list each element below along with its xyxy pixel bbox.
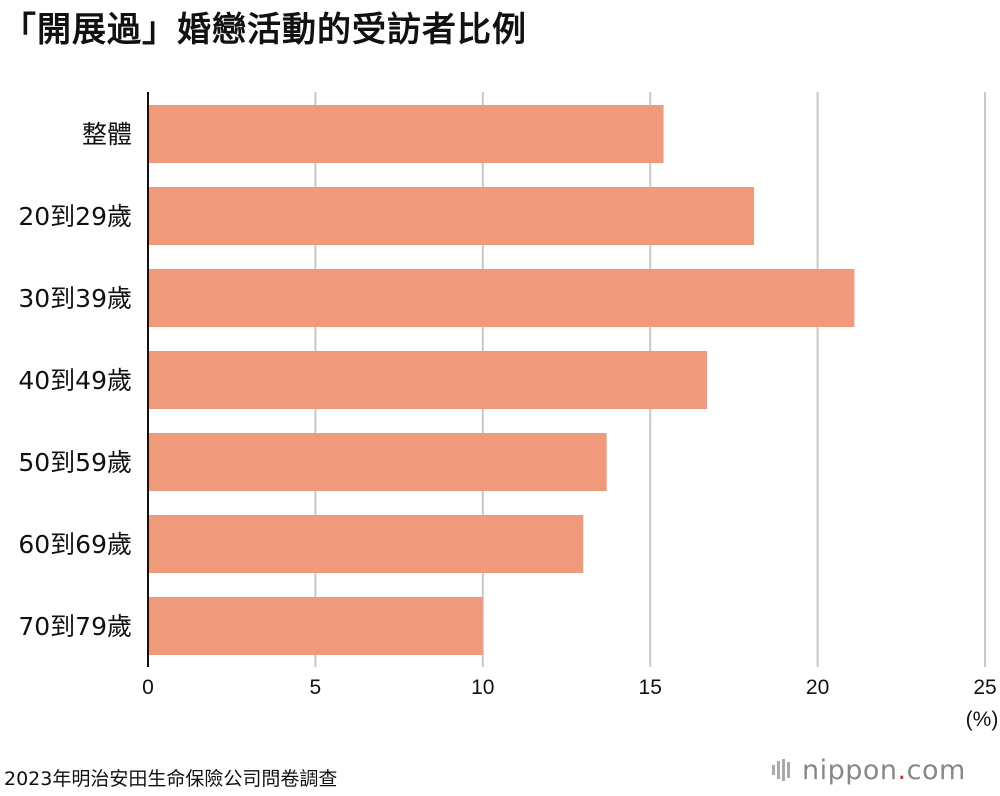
bar-6 xyxy=(148,597,483,655)
nippon-mark-icon xyxy=(772,759,790,781)
category-label: 20到29歲 xyxy=(18,202,132,231)
chart-title: 「開展過」婚戀活動的受訪者比例 xyxy=(2,10,527,50)
x-tick-label: 15 xyxy=(639,676,662,699)
logo-name: nippon xyxy=(802,754,898,786)
bar-1 xyxy=(148,187,754,245)
category-label: 整體 xyxy=(82,120,132,149)
x-tick-label: 10 xyxy=(471,676,494,699)
category-label: 30到39歲 xyxy=(18,284,132,313)
logo-dot: . xyxy=(897,754,907,786)
logo-suffix: com xyxy=(906,754,966,786)
logo-text: nippon.com xyxy=(802,755,966,786)
bar-0 xyxy=(148,105,664,163)
x-tick-label: 25 xyxy=(973,676,996,699)
category-label: 70到79歲 xyxy=(18,612,132,641)
bar-5 xyxy=(148,515,584,573)
bar-3 xyxy=(148,351,708,409)
bar-4 xyxy=(148,433,607,491)
category-labels: 整體 20到29歲 30到39歲 40到49歲 50到59歲 60到69歲 70到79歲 xyxy=(18,120,132,641)
source-note: 2023年明治安田生命保險公司問卷調查 xyxy=(4,768,338,790)
category-label: 40到49歲 xyxy=(18,366,132,395)
x-tick-label: 0 xyxy=(142,676,154,699)
tick-labels: 0 5 10 15 20 25 xyxy=(142,676,997,699)
x-tick-label: 20 xyxy=(806,676,829,699)
bar-2 xyxy=(148,269,855,327)
nippon-logo[interactable]: nippon.com xyxy=(772,754,966,786)
x-axis-unit-label: (%) xyxy=(966,708,999,731)
bars xyxy=(148,105,855,655)
category-label: 60到69歲 xyxy=(18,530,132,559)
category-label: 50到59歲 xyxy=(18,448,132,477)
x-tick-label: 5 xyxy=(310,676,322,699)
